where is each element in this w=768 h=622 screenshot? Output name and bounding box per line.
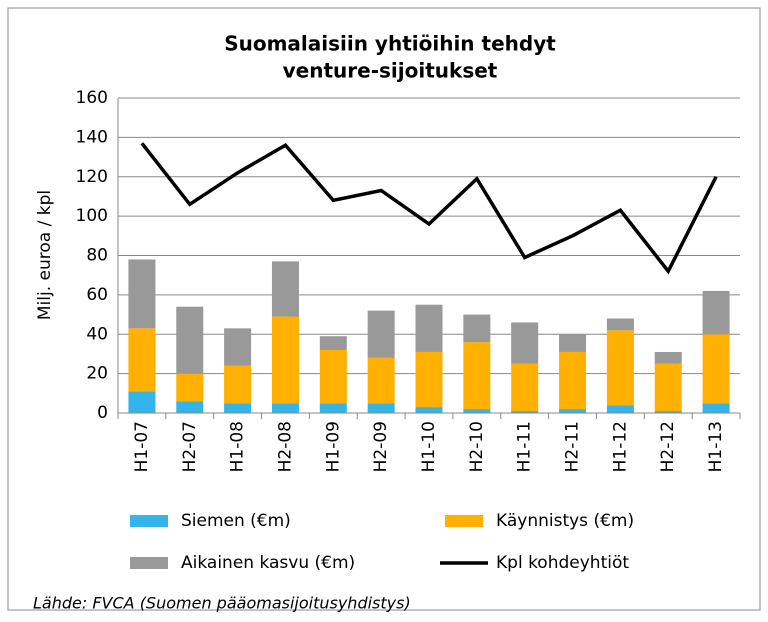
legend-label: Siemen (€m) — [181, 511, 291, 531]
chart-title: venture-sijoitukset — [283, 59, 498, 83]
bar-segment — [606, 405, 634, 413]
bar-segment — [319, 336, 347, 350]
legend-label: Aikainen kasvu (€m) — [181, 553, 355, 573]
y-axis-label: Milj. euroa / kpl — [35, 190, 55, 320]
bar-segment — [128, 391, 156, 413]
legend-label: Kpl kohdeyhtiöt — [496, 553, 629, 573]
y-tick-label: 0 — [97, 403, 108, 423]
source-note: Lähde: FVCA (Suomen pääomasijoitusyhdist… — [33, 594, 411, 613]
bar-segment — [224, 328, 252, 366]
bar-segment — [702, 403, 730, 413]
bar-segment — [606, 318, 634, 331]
x-tick-label: H1-12 — [610, 421, 630, 472]
bar-segment — [463, 342, 491, 410]
bar-segment — [511, 411, 539, 413]
y-tick-label: 60 — [86, 285, 108, 305]
y-tick-label: 140 — [76, 127, 108, 147]
x-tick-label: H1-07 — [132, 421, 152, 472]
y-tick-label: 120 — [76, 167, 108, 187]
bar-segment — [559, 334, 587, 352]
bar-segment — [224, 365, 252, 404]
x-tick-label: H1-11 — [515, 421, 535, 472]
bar-segment — [463, 314, 491, 343]
legend-swatch — [445, 515, 483, 527]
bar-segment — [319, 350, 347, 404]
legend-label: Käynnistys (€m) — [496, 511, 634, 531]
chart-title: Suomalaisiin yhtiöihin tehdyt — [224, 32, 556, 56]
bar-segment — [271, 316, 299, 404]
bar-segment — [271, 403, 299, 413]
legend-swatch — [130, 557, 168, 569]
bar-segment — [128, 259, 156, 329]
bar-segment — [654, 351, 682, 364]
bar-segment — [176, 373, 204, 402]
x-tick-label: H1-10 — [419, 421, 439, 472]
bar-segment — [319, 403, 347, 413]
bar-segment — [367, 357, 395, 404]
line-series — [140, 142, 718, 275]
bar-segment — [415, 351, 443, 408]
bar-segment — [415, 304, 443, 352]
bar-segment — [415, 407, 443, 413]
bar-segment — [176, 306, 204, 374]
bar-segment — [559, 409, 587, 413]
x-tick-label: H2-07 — [180, 421, 200, 472]
x-tick-label: H2-09 — [371, 421, 391, 472]
bar-segment — [367, 403, 395, 413]
bar-segment — [654, 363, 682, 412]
y-tick-label: 80 — [86, 246, 108, 266]
bar-segment — [367, 310, 395, 358]
bar-segment — [702, 290, 730, 335]
y-tick-label: 160 — [76, 88, 108, 108]
y-tick-label: 100 — [76, 206, 108, 226]
bar-segment — [224, 403, 252, 413]
x-tick-label: H1-08 — [228, 421, 248, 472]
y-tick-label: 40 — [86, 324, 108, 344]
bar-segment — [271, 261, 299, 317]
bar-segment — [511, 363, 539, 412]
x-tick-label: H1-13 — [706, 421, 726, 472]
bar-segment — [511, 322, 539, 364]
bar-segment — [559, 351, 587, 410]
x-tick-label: H1-09 — [323, 421, 343, 472]
x-tick-label: H2-10 — [467, 421, 487, 472]
legend-swatch — [130, 515, 168, 527]
bar-segment — [463, 409, 491, 413]
bar-segment — [176, 401, 204, 413]
y-tick-label: 20 — [86, 364, 108, 384]
bar-segment — [702, 334, 730, 404]
x-tick-label: H2-12 — [658, 421, 678, 472]
bar-segment — [654, 411, 682, 413]
bar-segment — [606, 330, 634, 406]
bar-segment — [128, 328, 156, 392]
x-tick-label: H2-11 — [563, 421, 583, 472]
x-tick-label: H2-08 — [275, 421, 295, 472]
